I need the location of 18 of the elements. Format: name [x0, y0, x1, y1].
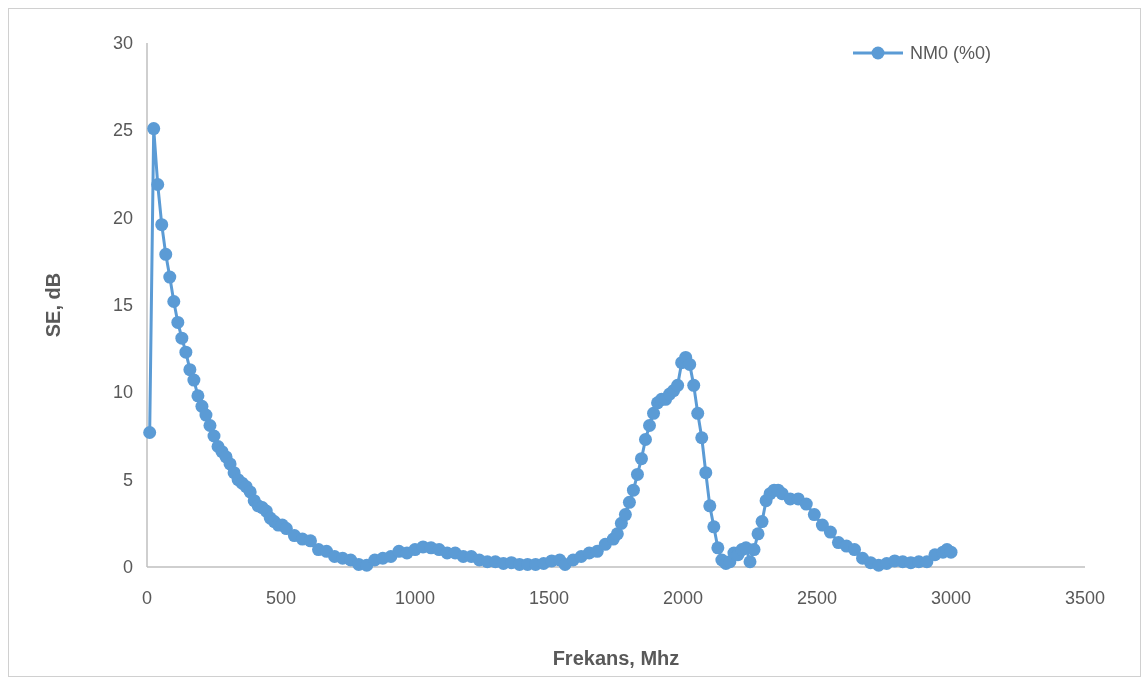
y-tick-label: 20	[112, 207, 133, 228]
x-tick-label: 1000	[394, 588, 436, 608]
y-tick-label: 0	[122, 557, 133, 577]
x-tick-label: 2000	[662, 588, 704, 608]
x-axis-title: Frekans, Mhz	[552, 647, 680, 669]
legend-label: NM0 (%0)	[910, 43, 992, 63]
y-tick-label: 15	[112, 295, 133, 315]
y-tick-label: 10	[112, 382, 133, 403]
y-tick-label: 25	[112, 120, 133, 141]
y-axis-title: SE, dB	[42, 272, 64, 338]
y-tick-label: 5	[122, 469, 133, 490]
x-tick-label: 3000	[930, 588, 972, 608]
x-tick-label: 2500	[796, 588, 838, 608]
x-tick-label: 3500	[1064, 588, 1106, 608]
y-tick-label: 30	[112, 33, 133, 53]
x-tick-label: 1500	[528, 588, 570, 608]
x-tick-label: 500	[265, 588, 297, 608]
x-tick-label: 0	[141, 588, 153, 608]
